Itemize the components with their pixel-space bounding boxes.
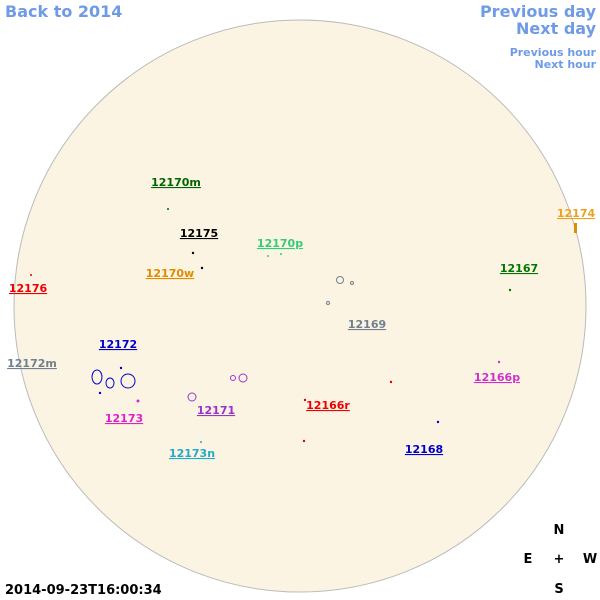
sunspot [389,380,393,384]
region-label[interactable]: 12171 [197,404,235,417]
sunspot [200,441,202,443]
solar-disk [13,19,587,593]
region-label[interactable]: 12173 [105,412,143,425]
previous-day-link[interactable]: Previous day [480,2,597,21]
next-day-link[interactable]: Next day [516,19,597,38]
sunspots [30,208,577,443]
sunspot [120,373,136,389]
sunspot [105,377,115,389]
sunspot [508,288,512,292]
compass-west: W [583,552,597,567]
compass-east: E [524,552,533,567]
sunspot [574,223,577,233]
region-label[interactable]: 12170w [146,267,194,280]
sunspot [191,251,195,255]
sunspot [187,392,197,402]
sunspot [200,266,204,270]
region-label[interactable]: 12168 [405,443,443,456]
sunspot [167,208,169,210]
previous-hour-link[interactable]: Previous hour [510,46,597,59]
sunspot [302,439,306,443]
region-label[interactable]: 12166r [306,399,350,412]
region-label[interactable]: 12172m [7,357,57,370]
sunspot [267,255,269,257]
compass-south: S [554,582,563,597]
region-label[interactable]: 12169 [348,318,386,331]
sunspot [350,281,354,285]
region-label[interactable]: 12166p [474,371,520,384]
region-labels: 12170m 12175 12170p 12170w 12174 12167 1… [7,176,595,460]
sunspot [119,366,123,370]
compass-center: + [554,552,565,567]
region-label[interactable]: 12172 [99,338,137,351]
sunspot [280,253,282,255]
sunspot [326,301,330,305]
region-label[interactable]: 12170p [257,237,303,250]
region-label[interactable]: 12170m [151,176,201,189]
region-label[interactable]: 12167 [500,262,538,275]
sunspot [98,391,102,395]
sunspot [336,276,344,284]
sunspot [303,398,307,402]
region-label[interactable]: 12174 [557,207,596,220]
region-label[interactable]: 12175 [180,227,218,240]
sunspot [238,373,248,383]
next-hour-link[interactable]: Next hour [535,58,597,71]
back-link[interactable]: Back to 2014 [5,2,122,21]
timestamp: 2014-09-23T16:00:34 [5,583,162,598]
sunspot [436,420,440,424]
compass-north: N [554,523,565,538]
sunspot [497,360,501,364]
sunspot [230,375,236,381]
region-label[interactable]: 12176 [9,282,48,295]
region-label[interactable]: 12173n [169,447,215,460]
sunspot [136,399,140,403]
sunspot [30,274,32,276]
sunspot [91,369,103,385]
